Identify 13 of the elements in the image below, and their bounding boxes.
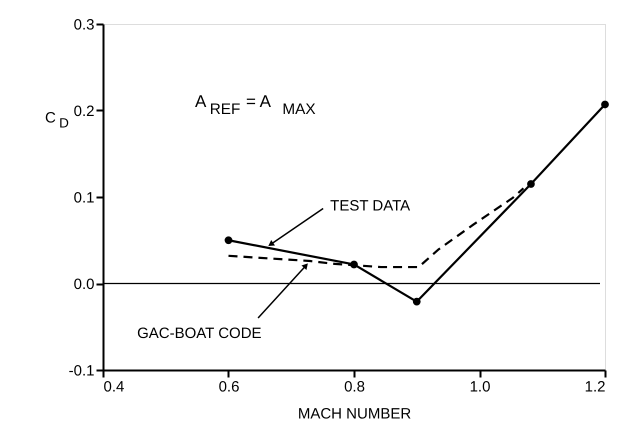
x-tick-label: 0.8: [344, 378, 365, 396]
x-tick-label: 0.6: [218, 378, 240, 396]
y-tick-label: 0.0: [74, 276, 94, 293]
x-tick-label: 1.2: [584, 378, 606, 396]
text: TEST DATA: [330, 198, 410, 215]
x-tick-label: 1.0: [470, 378, 490, 396]
x-tick-label: 0.4: [104, 378, 124, 396]
x-axis-title: MACH NUMBER: [298, 406, 412, 422]
text: GAC-BOAT CODE: [137, 325, 262, 342]
y-tick-label: 0.2: [74, 103, 94, 120]
y-tick-label: -0.1: [68, 362, 94, 380]
y-tick-label: 0.3: [74, 16, 94, 34]
y-tick-label: 0.1: [74, 190, 94, 206]
